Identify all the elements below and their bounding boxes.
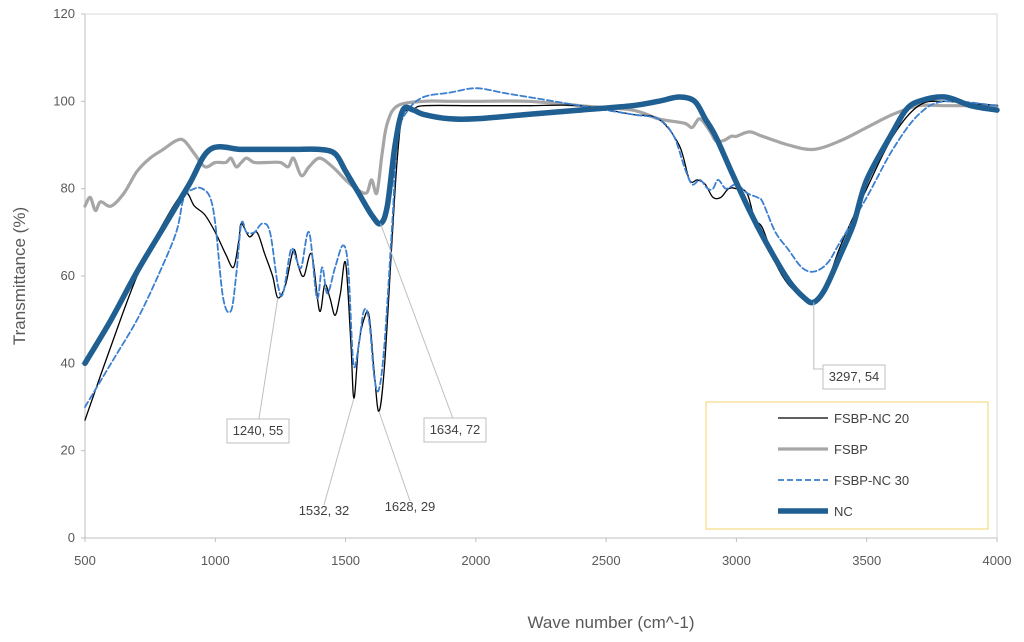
annotation-label: 1634, 72 bbox=[430, 422, 481, 437]
annotation-box bbox=[822, 364, 886, 390]
x-tick-label: 1500 bbox=[331, 553, 360, 568]
y-tick-label: 20 bbox=[61, 443, 75, 458]
y-tick-label: 80 bbox=[61, 181, 75, 196]
y-tick-label: 120 bbox=[53, 6, 75, 21]
x-axis-title: Wave number (cm^-1) bbox=[528, 613, 695, 632]
series-line-nc bbox=[82, 94, 1000, 367]
x-tick-label: 2000 bbox=[461, 553, 490, 568]
axes: 0 20 40 60 80 100 120 500 1000 1500 2000 2500 3000 35… bbox=[53, 6, 1011, 568]
legend-label-fsbp-nc-30: FSBP-NC 30 bbox=[834, 473, 909, 488]
series-line-fsbp bbox=[83, 99, 999, 213]
y-tick-label: 40 bbox=[61, 355, 75, 370]
y-tick-label: 60 bbox=[61, 268, 75, 283]
x-tick-label: 1000 bbox=[201, 553, 230, 568]
annotation-box bbox=[226, 418, 290, 444]
x-tick-label: 2500 bbox=[592, 553, 621, 568]
y-tick-label: 0 bbox=[68, 530, 75, 545]
data-annotations: 1240, 55 1532, 32 1628, 29 1634, 72 3297, 54 bbox=[226, 223, 886, 518]
series-lines bbox=[82, 87, 1000, 421]
annotation-leader-line bbox=[380, 223, 456, 425]
annotation-box bbox=[423, 417, 487, 443]
series-line-fsbp-nc-30 bbox=[84, 87, 998, 408]
legend: FSBP-NC 20 FSBP FSBP-NC 30 NC bbox=[705, 401, 989, 530]
legend-box bbox=[705, 401, 989, 530]
legend-label-fsbp-nc-20: FSBP-NC 20 bbox=[834, 411, 909, 426]
x-tick-label: 3500 bbox=[852, 553, 881, 568]
x-tick-label: 4000 bbox=[983, 553, 1012, 568]
series-line-fsbp-nc-20 bbox=[84, 100, 998, 421]
annotation-label: 3297, 54 bbox=[829, 369, 880, 384]
annotation-label: 1240, 55 bbox=[233, 423, 284, 438]
annotation-leader-line bbox=[257, 297, 279, 426]
y-tick-label: 100 bbox=[53, 93, 75, 108]
y-axis-title: Transmittance (%) bbox=[10, 207, 29, 345]
annotation-label: 1628, 29 bbox=[385, 499, 436, 514]
legend-label-fsbp: FSBP bbox=[834, 442, 868, 457]
annotation-label: 1532, 32 bbox=[299, 503, 350, 518]
annotation-leader-line bbox=[323, 398, 355, 506]
annotation-leader-line bbox=[813, 302, 827, 370]
x-tick-label: 500 bbox=[74, 553, 96, 568]
legend-label-nc: NC bbox=[834, 504, 853, 519]
annotation-leader-line bbox=[378, 411, 411, 502]
x-tick-label: 3000 bbox=[722, 553, 751, 568]
